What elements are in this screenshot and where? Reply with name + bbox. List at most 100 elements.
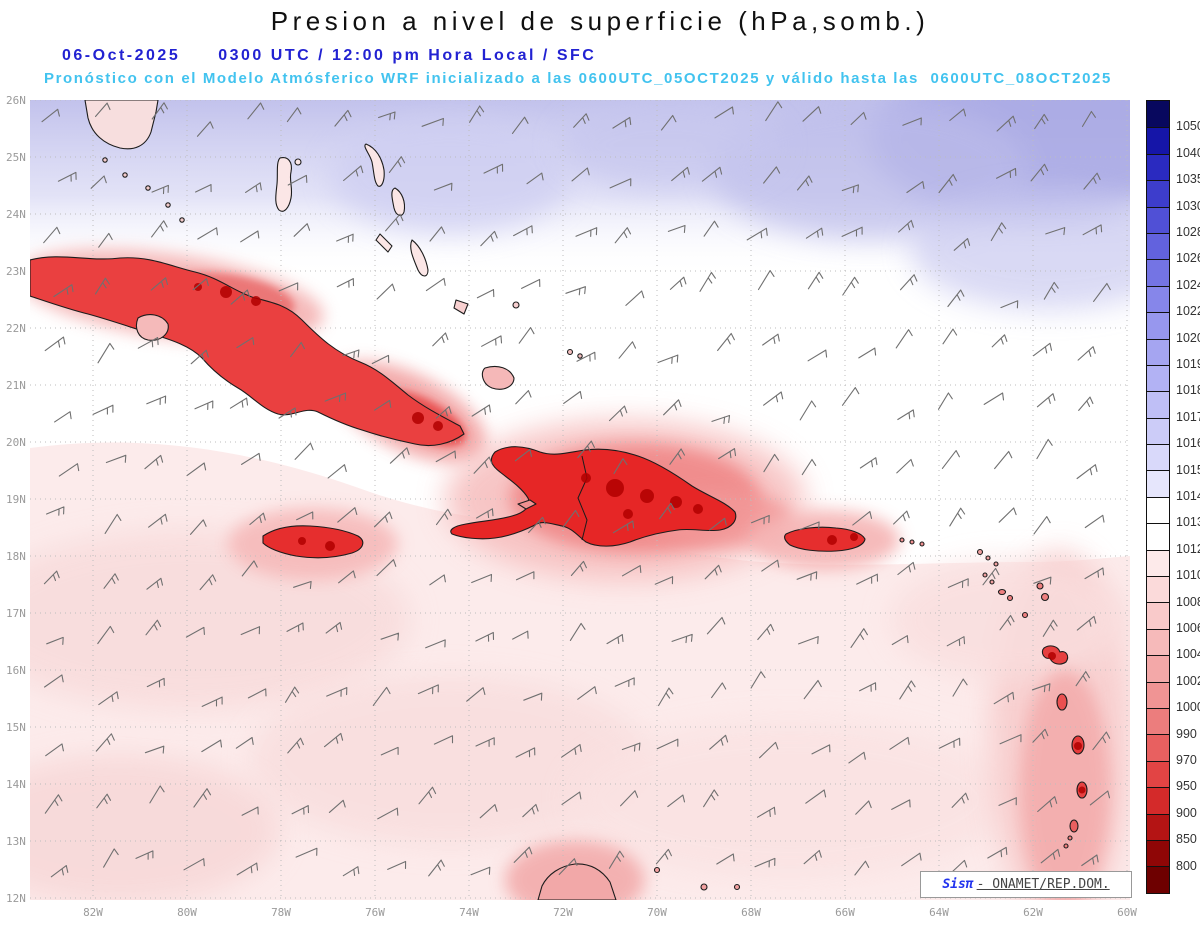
lat-label-12N: 12N: [6, 892, 26, 905]
colorbar-value: 1019: [1176, 357, 1200, 371]
wind-barb: [240, 230, 260, 243]
wind-barb: [278, 407, 297, 419]
wind-barb: [1045, 227, 1066, 236]
colorbar-cell: [1147, 734, 1169, 761]
wind-barb: [336, 278, 355, 288]
colorbar-value: 1016: [1176, 436, 1200, 451]
wind-barb: [987, 846, 1008, 859]
wind-barb: [425, 277, 446, 292]
wind-barb: [858, 347, 877, 359]
wind-barb: [1081, 854, 1099, 867]
wind-barb: [189, 519, 207, 535]
wind-barb: [796, 175, 813, 191]
wind-barb: [565, 286, 586, 296]
wind-barb: [898, 219, 914, 233]
wind-barb: [658, 687, 674, 707]
lat-label-25N: 25N: [6, 151, 26, 164]
wind-barb: [850, 111, 867, 126]
wind-barb: [1030, 163, 1049, 182]
wind-barb: [417, 684, 439, 695]
wind-barb: [654, 576, 674, 585]
lon-label-82W: 82W: [83, 906, 103, 919]
wind-barb: [757, 623, 775, 641]
wind-barb: [1093, 282, 1111, 302]
colorbar-labels: 1050 1040 1035 1030 1028 1026 1024 1022 1020 1019…: [1146, 100, 1200, 894]
lon-label-70W: 70W: [647, 906, 667, 919]
wind-barb: [105, 454, 127, 464]
wind-barb: [236, 337, 255, 349]
colorbar-cell: [1147, 127, 1169, 154]
valid-time: 0300 UTC / 12:00 pm Hora Local / SFC: [218, 47, 597, 64]
wind-barb: [714, 106, 734, 119]
wind-barb: [1031, 683, 1051, 693]
wind-barb: [947, 289, 965, 308]
wind-barb: [46, 636, 64, 645]
wind-barb: [953, 238, 971, 251]
wind-barb: [387, 860, 407, 870]
wind-barb: [435, 450, 457, 463]
wind-barb: [763, 391, 784, 406]
wind-barb: [941, 450, 960, 469]
wind-barb: [756, 806, 776, 818]
wind-barb: [435, 406, 452, 419]
wind-barb: [612, 116, 632, 129]
wind-barb: [475, 631, 495, 642]
wind-barb: [201, 696, 223, 707]
wind-barb: [621, 742, 641, 752]
coastline-layer: [30, 100, 1088, 900]
wind-barb: [763, 166, 781, 184]
wind-barb: [373, 511, 393, 528]
wind-barb: [44, 794, 63, 814]
wind-barb: [946, 636, 966, 647]
wind-barb: [432, 332, 449, 347]
colorbar-value: 1022: [1176, 304, 1200, 319]
colorbar-cell: [1147, 206, 1169, 233]
lon-label-64W: 64W: [929, 906, 949, 919]
colorbar-value: 1014: [1176, 489, 1200, 503]
wind-barb: [841, 184, 859, 194]
wind-barb: [706, 616, 726, 635]
virgin-islands-coast: [899, 537, 905, 543]
wind-barb: [897, 409, 915, 421]
wind-barb: [151, 184, 169, 195]
colorbar-cell: [1147, 523, 1169, 550]
colorbar-cell: [1147, 760, 1169, 788]
wind-barb: [1043, 281, 1059, 300]
wind-barb: [376, 559, 397, 577]
wind-barb: [186, 462, 207, 477]
wind-barb: [249, 512, 266, 526]
wind-barb: [41, 108, 60, 123]
wind-barb: [1075, 671, 1090, 687]
datetime-line: 06-Oct-2025 0300 UTC / 12:00 pm Hora Loca…: [62, 47, 596, 65]
wind-barb: [891, 799, 911, 810]
wind-barb: [999, 734, 1022, 745]
wind-barb: [703, 220, 719, 237]
wind-barb: [897, 561, 916, 576]
wind-barb: [854, 860, 870, 876]
wind-barb: [192, 278, 209, 291]
wind-barb: [193, 788, 212, 808]
wind-barb: [938, 737, 961, 749]
colorbar-cell: [1147, 813, 1169, 840]
colorbar-value: 1030: [1176, 198, 1200, 213]
wind-barb: [429, 226, 446, 242]
wind-barb: [1036, 438, 1053, 460]
wind-barb: [895, 329, 913, 349]
wind-barb: [58, 463, 80, 477]
wind-barb: [609, 178, 632, 189]
colorbar-value: 850: [1176, 832, 1197, 847]
aruba-coast: [653, 866, 661, 874]
puerto-rico-coast: [784, 526, 866, 552]
wind-barb: [103, 848, 119, 868]
wind-barb: [561, 744, 582, 758]
wind-barb: [98, 232, 113, 248]
colorbar-cell: [1147, 153, 1169, 181]
curacao-coast: [700, 883, 708, 891]
wind-barb: [569, 622, 586, 641]
colorbar-value: 970: [1176, 753, 1197, 767]
wind-barb: [290, 341, 306, 358]
wind-barb: [805, 227, 824, 239]
wind-barb: [765, 101, 783, 122]
wind-barb: [996, 115, 1016, 132]
colorbar-value: 800: [1176, 858, 1197, 873]
